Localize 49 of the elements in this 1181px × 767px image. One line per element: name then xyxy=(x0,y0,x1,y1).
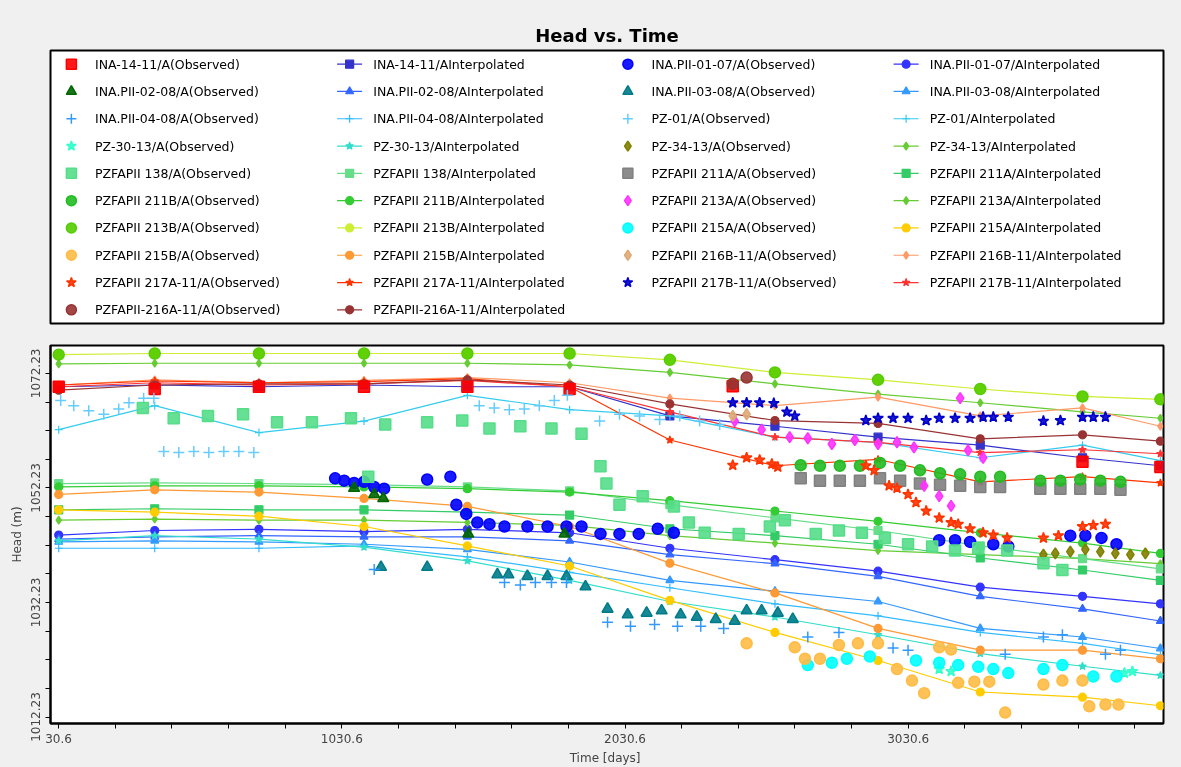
legend-label: PZ-01/A(Observed) xyxy=(651,111,771,127)
y-tick-label: 1052.23 xyxy=(29,463,44,513)
legend-label: PZFAPII 217A-11/A(Observed) xyxy=(95,275,280,291)
legend-label: PZ-34-13/A(Observed) xyxy=(651,138,791,154)
legend-label: PZFAPII 211A/A(Observed) xyxy=(651,165,817,181)
legend-label: PZFAPII 215B/AInterpolated xyxy=(373,247,545,263)
legend-label: INA-14-11/A(Observed) xyxy=(95,56,240,72)
legend-label: PZFAPII 211B/A(Observed) xyxy=(95,193,260,209)
y-tick-label: 1012.23 xyxy=(29,692,44,742)
x-tick-label: 3030.6 xyxy=(887,731,930,746)
legend-label: PZ-01/AInterpolated xyxy=(929,111,1056,127)
legend-label: PZFAPII 217B-11/AInterpolated xyxy=(929,275,1122,291)
legend-label: PZ-30-13/A(Observed) xyxy=(95,138,235,154)
legend-label: INA.PII-03-08/A(Observed) xyxy=(651,83,816,99)
legend-label: PZFAPII 213B/A(Observed) xyxy=(95,220,260,236)
legend-label: PZ-34-13/AInterpolated xyxy=(929,138,1076,154)
legend-label: PZFAPII 211B/AInterpolated xyxy=(373,193,545,209)
legend-label: PZFAPII 211A/AInterpolated xyxy=(929,165,1102,181)
legend-label: PZFAPII 213A/AInterpolated xyxy=(929,193,1102,209)
x-tick-label: 30.6 xyxy=(45,731,72,746)
legend-label: PZ-30-13/AInterpolated xyxy=(373,138,520,154)
legend-label: PZFAPII 215B/A(Observed) xyxy=(95,247,260,263)
y-axis-title: Head (m) xyxy=(9,506,24,563)
legend-label: INA.PII-03-08/AInterpolated xyxy=(929,83,1101,99)
legend-label: INA.PII-04-08/A(Observed) xyxy=(95,111,259,127)
legend-label: INA.PII-01-07/AInterpolated xyxy=(929,56,1101,72)
legend-label: PZFAPII 215A/A(Observed) xyxy=(651,220,817,236)
legend-label: PZFAPII 217B-11/A(Observed) xyxy=(651,275,837,291)
legend-label: PZFAPII 138/AInterpolated xyxy=(373,165,537,181)
legend-label: PZFAPII 216B-11/AInterpolated xyxy=(929,247,1122,263)
legend-label: PZFAPII 217A-11/AInterpolated xyxy=(373,275,565,291)
legend-label: PZFAPII 138/A(Observed) xyxy=(95,165,252,181)
y-tick-label: 1032.23 xyxy=(29,577,44,628)
chart-title: Head vs. Time xyxy=(535,24,679,46)
y-tick-label: 1072.23 xyxy=(29,348,44,399)
x-tick-label: 2030.6 xyxy=(604,731,647,746)
legend-label: INA.PII-01-07/A(Observed) xyxy=(651,56,816,72)
legend-label: PZFAPII 215A/AInterpolated xyxy=(929,220,1102,236)
legend-label: PZFAPII 216B-11/A(Observed) xyxy=(651,247,837,263)
x-axis-title: Time [days] xyxy=(568,750,641,765)
legend-label: INA-14-11/AInterpolated xyxy=(373,56,525,72)
legend-label: PZFAPII 213A/A(Observed) xyxy=(651,193,817,209)
legend-label: INA.PII-02-08/AInterpolated xyxy=(373,83,544,99)
x-tick-label: 1030.6 xyxy=(320,731,363,746)
legend-label: INA.PII-02-08/A(Observed) xyxy=(95,83,259,99)
legend-label: INA.PII-04-08/AInterpolated xyxy=(373,111,544,127)
legend-label: PZFAPII-216A-11/AInterpolated xyxy=(373,302,566,318)
legend-label: PZFAPII-216A-11/A(Observed) xyxy=(95,302,281,318)
legend-label: PZFAPII 213B/AInterpolated xyxy=(373,220,545,236)
